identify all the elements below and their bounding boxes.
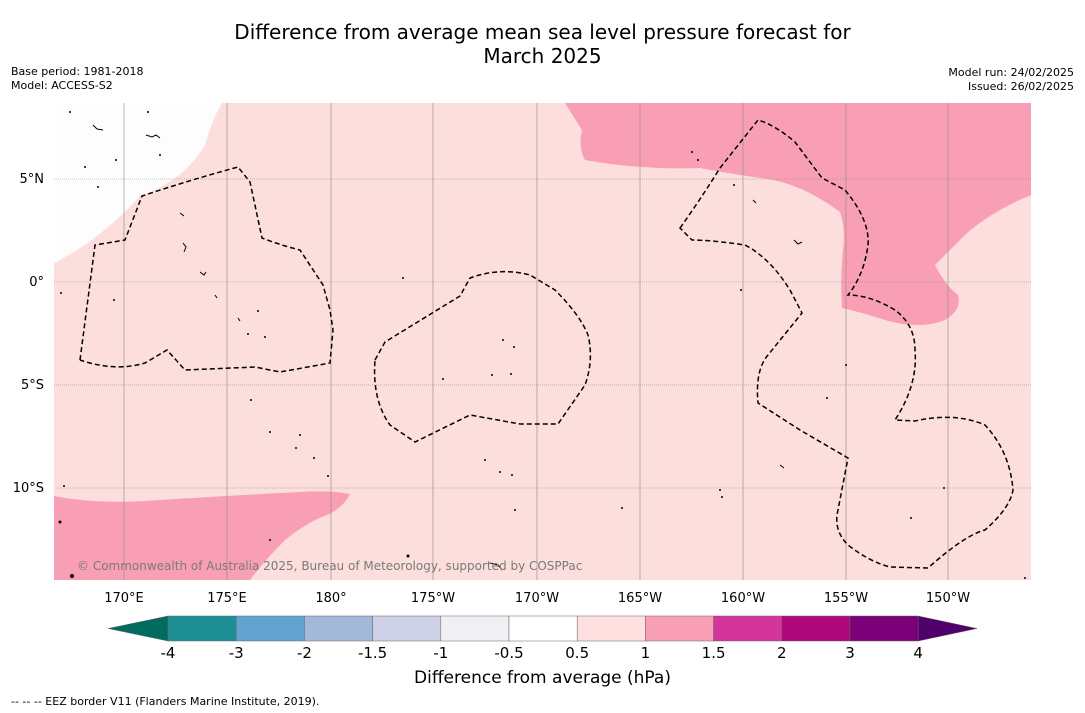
colorbar-tick-label: -2 [297, 644, 312, 662]
anomaly-region-light [54, 103, 1031, 580]
lat-label: 5°S [21, 378, 44, 393]
colorbar-segment [508, 615, 578, 642]
colorbar-segment [235, 615, 305, 642]
anomaly-region-sw [54, 491, 350, 580]
eez-border-phoenix [373, 270, 592, 443]
colorbar-segment [167, 615, 237, 642]
colorbar-segment [645, 615, 714, 642]
lon-label: 155°W [824, 591, 868, 606]
lon-label: 170°E [104, 591, 144, 606]
colorbar-tick-label: -3 [229, 644, 244, 662]
latitude-labels: 5°N 0° 5°S 10°S [13, 172, 44, 496]
lon-label: 165°W [618, 591, 662, 606]
issued-date: Issued: 26/02/2025 [967, 80, 1074, 93]
colorbar [107, 615, 978, 642]
map-contents: © Commonwealth of Australia 2025, Bureau… [54, 103, 1031, 580]
islands [92, 124, 803, 571]
colorbar-title: Difference from average (hPa) [414, 668, 671, 688]
eez-legend-note: -- -- -- EEZ border V11 (Flanders Marine… [11, 695, 320, 708]
colorbar-tick-label: 3 [845, 644, 855, 662]
map-title-line1: Difference from average mean sea level p… [234, 20, 851, 44]
colorbar-segment [713, 615, 783, 642]
lat-label: 5°N [20, 172, 45, 187]
colorbar-tick-label: 1.5 [702, 644, 726, 662]
island-dots [58, 111, 1026, 579]
colorbar-segment [304, 615, 373, 642]
colorbar-segment [372, 615, 442, 642]
colorbar-extend-high [917, 615, 978, 642]
eez-border-line-islands [679, 119, 1014, 569]
colorbar-extend-low [107, 615, 169, 642]
colorbar-tick-label: -1 [433, 644, 448, 662]
meta-left: Base period: 1981-2018 Model: ACCESS-S2 [11, 65, 143, 93]
colorbar-tick-label: 2 [777, 644, 787, 662]
colorbar-segment [440, 615, 510, 642]
lon-label: 175°W [411, 591, 455, 606]
meta-right: Model run: 24/02/2025 Issued: 26/02/2025 [948, 66, 1074, 94]
colorbar-segment [781, 615, 851, 642]
map-title-line2: March 2025 [483, 44, 602, 68]
model-run: Model run: 24/02/2025 [948, 66, 1074, 79]
map-title: Difference from average mean sea level p… [0, 20, 1085, 68]
lon-label: 170°W [515, 591, 559, 606]
anomaly-region-ne [565, 103, 1031, 325]
colorbar-segment [849, 615, 919, 642]
lat-label: 0° [29, 275, 44, 290]
eez-border-kiribati-gilbert [79, 166, 334, 373]
colorbar-tick-label: -4 [161, 644, 176, 662]
lat-label: 10°S [13, 481, 44, 496]
colorbar-tick-label: -0.5 [494, 644, 523, 662]
colorbar-tick-label: -1.5 [358, 644, 387, 662]
lon-label: 175°E [207, 591, 247, 606]
colorbar-segment [576, 615, 646, 642]
lon-label: 150°W [926, 591, 970, 606]
base-period: Base period: 1981-2018 [11, 65, 144, 78]
colorbar-ticks: -4 -3 -2 -1.5 -1 -0.5 0.5 1 1.5 2 3 4 [161, 644, 923, 662]
eez-borders [79, 119, 1014, 569]
model-name: Model: ACCESS-S2 [11, 79, 113, 92]
colorbar-tick-label: 0.5 [565, 644, 589, 662]
lon-label: 160°W [721, 591, 765, 606]
longitude-labels: 170°E 175°E 180° 175°W 170°W 165°W 160°W… [104, 591, 970, 606]
colorbar-tick-label: 4 [913, 644, 923, 662]
map-credit: © Commonwealth of Australia 2025, Bureau… [77, 559, 582, 573]
colorbar-tick-label: 1 [641, 644, 651, 662]
lon-label: 180° [315, 591, 346, 606]
